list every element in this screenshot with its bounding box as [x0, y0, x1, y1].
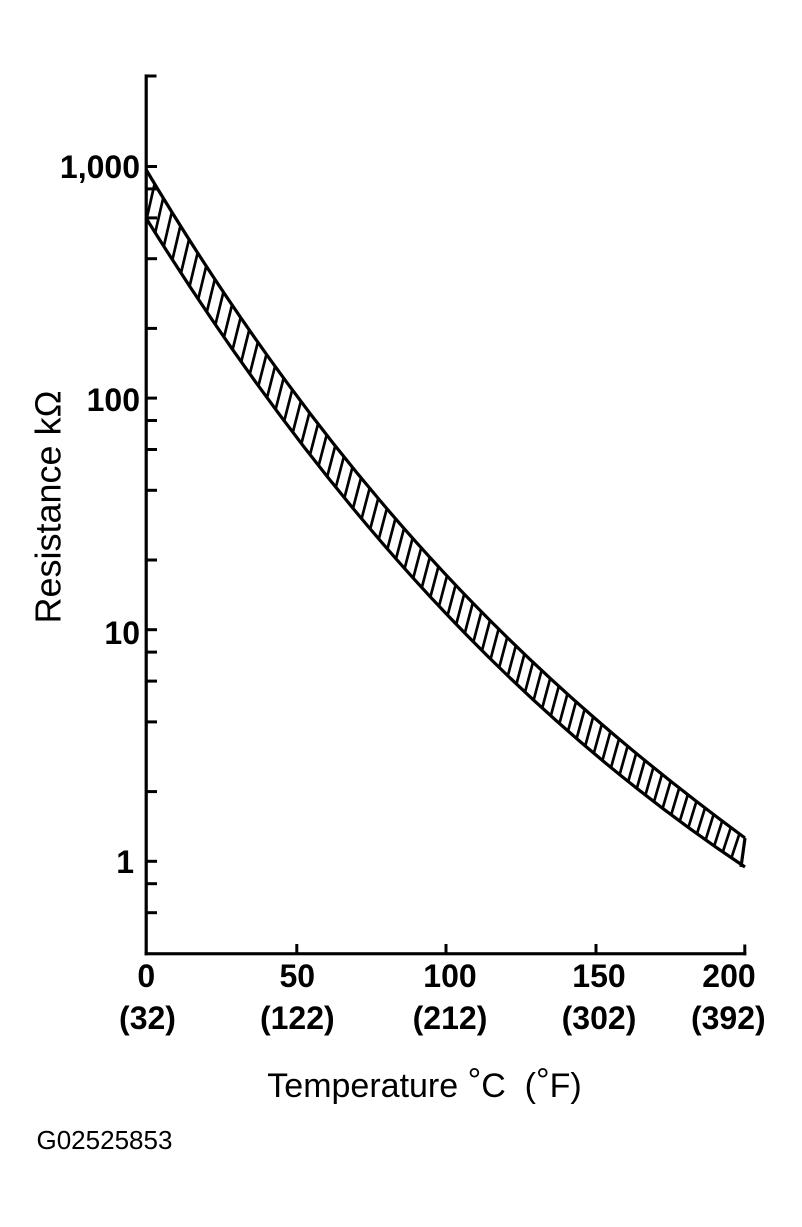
svg-text:1,000: 1,000 — [60, 149, 140, 185]
svg-text:(212): (212) — [413, 1000, 488, 1036]
svg-text:(32): (32) — [119, 1000, 176, 1036]
svg-text:1: 1 — [116, 844, 134, 880]
svg-text:100: 100 — [87, 382, 140, 418]
svg-text:(122): (122) — [260, 1000, 335, 1036]
svg-text:Temperature °C (°F): Temperature °C (°F) — [267, 1062, 581, 1105]
svg-text:(302): (302) — [562, 1000, 637, 1036]
svg-text:50: 50 — [280, 958, 316, 994]
svg-text:200: 200 — [702, 958, 755, 994]
svg-text:(392): (392) — [691, 1000, 766, 1036]
svg-text:Resistance kΩ: Resistance kΩ — [28, 391, 69, 624]
svg-text:G02525853: G02525853 — [37, 1125, 173, 1155]
svg-text:0: 0 — [137, 958, 155, 994]
svg-text:10: 10 — [104, 615, 140, 651]
svg-text:150: 150 — [572, 958, 625, 994]
svg-text:100: 100 — [423, 958, 476, 994]
